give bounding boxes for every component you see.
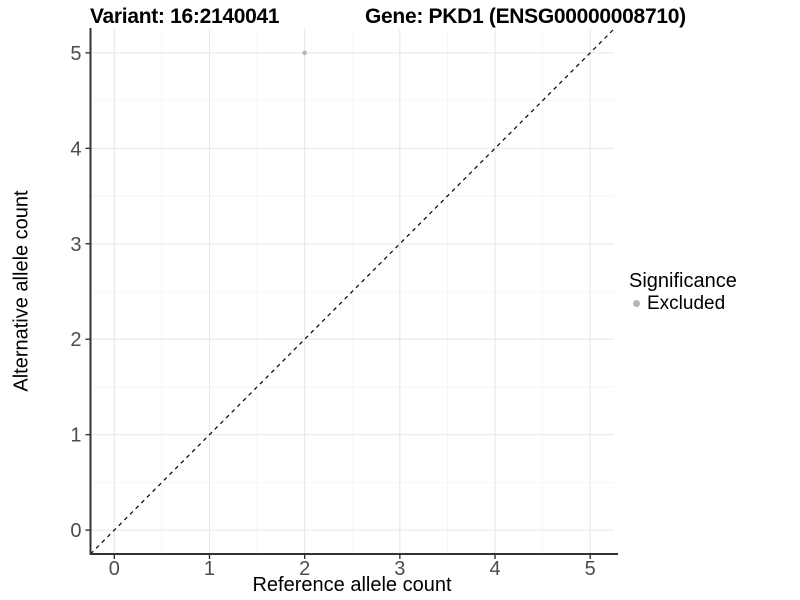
y-tick-label: 5 <box>70 43 81 65</box>
legend-item-excluded: Excluded <box>629 294 737 313</box>
identity-line <box>90 28 615 555</box>
y-tick-label: 0 <box>70 520 81 542</box>
y-tick-label: 3 <box>70 234 81 256</box>
data-point-excluded <box>302 50 307 56</box>
legend-title: Significance <box>629 270 737 292</box>
x-tick-label: 2 <box>299 558 310 580</box>
y-tick-label: 4 <box>70 138 81 160</box>
y-tick-label: 2 <box>70 329 81 351</box>
x-tick-label: 4 <box>489 558 500 580</box>
x-axis-title: Reference allele count <box>252 574 452 596</box>
legend-item-label: Excluded <box>647 293 726 314</box>
x-tick-label: 0 <box>109 558 120 580</box>
x-tick-label: 1 <box>204 558 215 580</box>
legend-key-dot <box>633 300 640 307</box>
y-axis-title: Alternative allele count <box>10 190 33 392</box>
plot-title-variant: Variant: 16:2140041 <box>90 5 280 28</box>
y-tick-label: 1 <box>70 425 81 447</box>
legend: Significance Excluded <box>629 271 737 313</box>
x-tick-label: 3 <box>394 558 405 580</box>
x-tick-label: 5 <box>585 558 596 580</box>
plot-title-gene: Gene: PKD1 (ENSG00000008710) <box>365 5 686 28</box>
